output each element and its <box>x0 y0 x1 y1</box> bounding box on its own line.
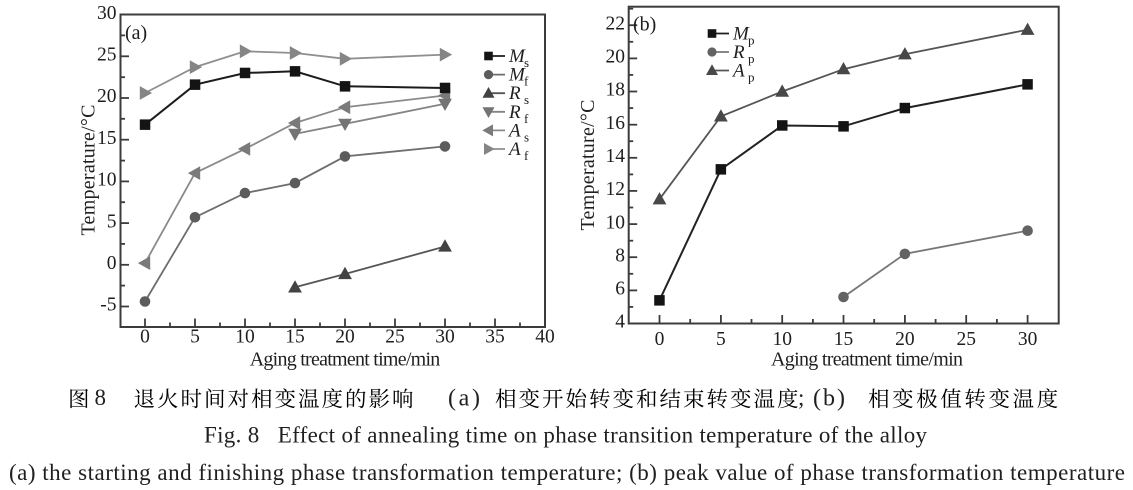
svg-text:10: 10 <box>235 327 255 348</box>
svg-text:5: 5 <box>716 329 726 350</box>
svg-text:5: 5 <box>190 327 200 348</box>
svg-text:5: 5 <box>107 211 117 232</box>
svg-text:25: 25 <box>97 45 117 66</box>
svg-text:p: p <box>748 51 755 66</box>
svg-text:Aging treatment time/min: Aging treatment time/min <box>250 349 441 371</box>
svg-text:20: 20 <box>97 86 117 107</box>
svg-text:M: M <box>508 46 526 67</box>
svg-text:Temperature/°C: Temperature/°C <box>577 100 599 231</box>
svg-text:6: 6 <box>615 279 625 300</box>
svg-text:20: 20 <box>606 47 626 68</box>
svg-text:20: 20 <box>895 329 915 350</box>
svg-text:18: 18 <box>606 80 626 101</box>
svg-text:0: 0 <box>107 253 117 274</box>
svg-text:(a) the starting and finishing: (a) the starting and finishing phase tra… <box>9 460 1125 485</box>
svg-text:s: s <box>524 129 529 144</box>
svg-text:Fig. 8 Effect of annealing t: Fig. 8 Effect of annealing time on phase… <box>204 423 928 448</box>
svg-text:(b): (b) <box>633 14 656 36</box>
svg-text:10: 10 <box>97 170 117 191</box>
svg-text:f: f <box>524 74 529 89</box>
svg-text:22: 22 <box>606 13 626 34</box>
svg-text:20: 20 <box>335 327 355 348</box>
svg-text:s: s <box>524 55 529 70</box>
svg-text:15: 15 <box>285 327 305 348</box>
svg-text:p: p <box>748 70 755 85</box>
svg-text:(a): (a) <box>125 22 147 44</box>
svg-text:Aging treatment time/min: Aging treatment time/min <box>771 349 963 371</box>
svg-text:(b): (b) <box>813 386 847 412</box>
svg-text:;: ; <box>798 385 804 410</box>
svg-text:R: R <box>508 102 521 123</box>
svg-text:M: M <box>508 65 526 86</box>
svg-text:f: f <box>524 111 529 126</box>
svg-text:25: 25 <box>956 329 976 350</box>
svg-text:35: 35 <box>485 327 505 348</box>
svg-text:0: 0 <box>655 329 665 350</box>
svg-text:f: f <box>524 148 529 163</box>
svg-text:14: 14 <box>606 146 626 167</box>
svg-text:A: A <box>731 61 745 82</box>
svg-text:p: p <box>748 33 755 48</box>
svg-text:10: 10 <box>606 212 626 233</box>
svg-text:30: 30 <box>435 327 455 348</box>
svg-text:R: R <box>732 42 745 63</box>
svg-text:30: 30 <box>97 3 117 24</box>
svg-text:40: 40 <box>535 327 555 348</box>
svg-text:A: A <box>507 139 521 160</box>
svg-text:12: 12 <box>606 179 626 200</box>
svg-text:s: s <box>524 92 529 107</box>
svg-text:10: 10 <box>772 329 792 350</box>
svg-text:16: 16 <box>606 113 626 134</box>
svg-text:(a): (a) <box>448 386 482 412</box>
svg-text:M: M <box>732 24 750 45</box>
svg-text:R: R <box>508 83 521 104</box>
svg-text:25: 25 <box>385 327 405 348</box>
svg-text:Temperature/°C: Temperature/°C <box>78 105 100 236</box>
svg-text:30: 30 <box>1018 329 1038 350</box>
svg-text:4: 4 <box>615 312 625 333</box>
svg-text:15: 15 <box>834 329 854 350</box>
svg-text:0: 0 <box>140 327 150 348</box>
svg-text:8: 8 <box>615 245 625 266</box>
svg-text:A: A <box>507 120 521 141</box>
svg-text:-5: -5 <box>100 295 116 316</box>
svg-text:15: 15 <box>97 128 117 149</box>
svg-text:8: 8 <box>95 385 107 410</box>
